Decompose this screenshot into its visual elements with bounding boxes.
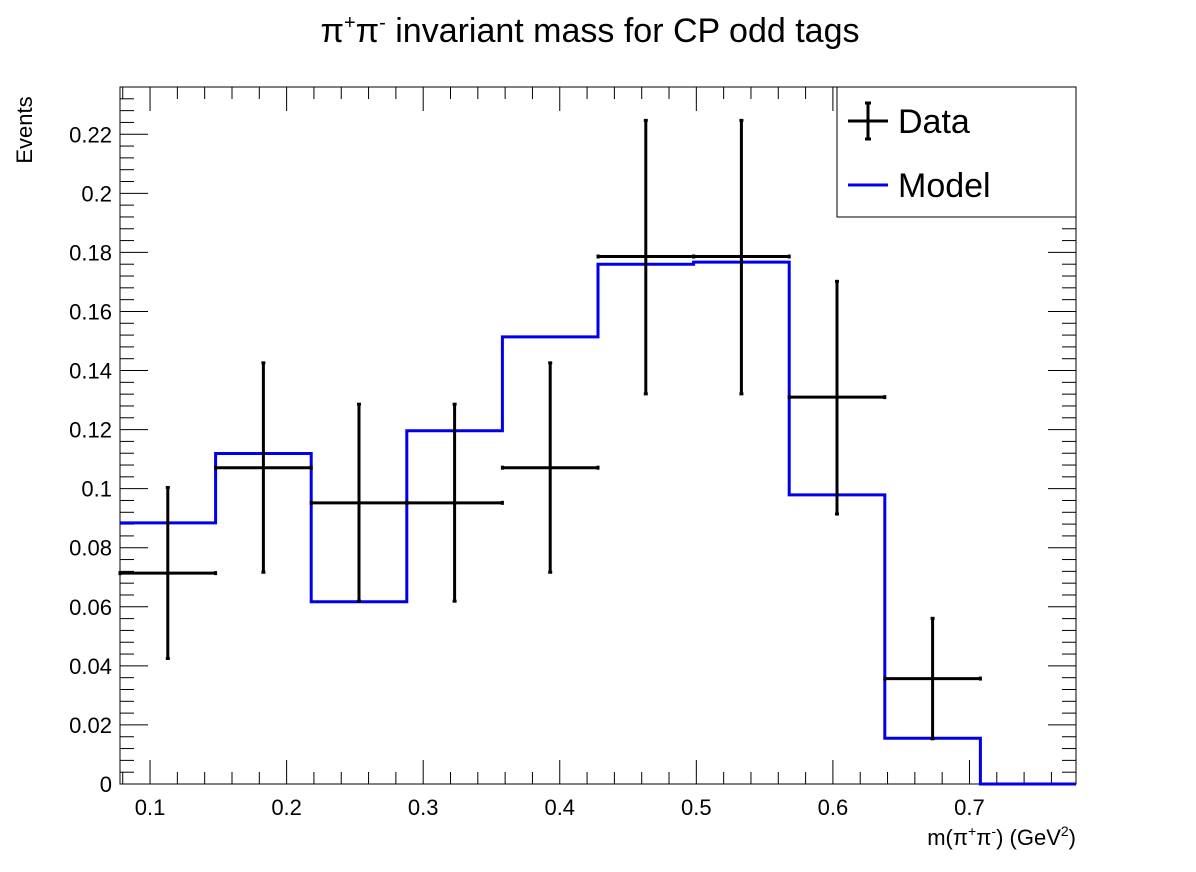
model-series: [120, 260, 1076, 786]
x-tick-label: 0.1: [135, 795, 166, 820]
data-point: [596, 118, 696, 396]
legend: Data Model: [836, 86, 1077, 218]
data-point: [787, 279, 887, 516]
x-tick-label: 0.2: [271, 795, 302, 820]
data-point: [214, 361, 313, 574]
model-step-line: [120, 260, 1076, 786]
data-point: [405, 402, 504, 603]
x-tick-label: 0.3: [408, 795, 439, 820]
y-tick-label: 0.14: [69, 359, 112, 384]
data-point: [309, 402, 409, 603]
data-point: [118, 485, 218, 660]
plot-frame: [119, 86, 1077, 785]
y-tick-label: 0.2: [81, 181, 112, 206]
y-tick-label: 0.16: [69, 299, 112, 324]
x-tick-label: 0.5: [681, 795, 712, 820]
y-tick-label: 0.02: [69, 713, 112, 738]
y-tick-label: 0.04: [69, 654, 112, 679]
y-tick-label: 0.18: [69, 240, 112, 265]
x-tick-label: 0.6: [818, 795, 849, 820]
data-series: [118, 118, 982, 741]
x-tick-label: 0.4: [544, 795, 575, 820]
data-point: [500, 361, 600, 574]
legend-data-label: Data: [898, 103, 970, 141]
legend-model-label: Model: [898, 167, 991, 205]
axis-ticks: 0.1 0.2 0.3 0.4 0.5 0.6 0.7 0 0.02 0.04 0.06 0.08 0.…: [69, 87, 1076, 820]
y-tick-label: 0.22: [69, 122, 112, 147]
x-axis-label: m(π+π-) (GeV2): [927, 823, 1076, 850]
x-tick-label: 0.7: [954, 795, 985, 820]
y-axis-label: Events: [12, 96, 37, 163]
data-point: [883, 616, 982, 741]
y-tick-label: 0.06: [69, 595, 112, 620]
y-tick-label: 0.08: [69, 536, 112, 561]
y-tick-label: 0: [100, 772, 112, 797]
chart-title: π+π- invariant mass for CP odd tags: [320, 12, 859, 50]
data-point: [692, 118, 791, 396]
y-tick-label: 0.1: [81, 477, 112, 502]
y-tick-label: 0.12: [69, 418, 112, 443]
legend-box: [836, 86, 1077, 218]
